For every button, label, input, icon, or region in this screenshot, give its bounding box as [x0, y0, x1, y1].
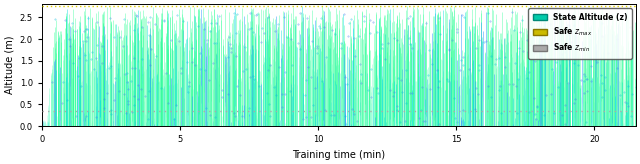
- Legend: State Altitude (z), Safe $z_{max}$, Safe $z_{min}$: State Altitude (z), Safe $z_{max}$, Safe…: [529, 8, 632, 59]
- Y-axis label: Altitude (m): Altitude (m): [4, 36, 14, 94]
- X-axis label: Training time (min): Training time (min): [292, 150, 385, 160]
